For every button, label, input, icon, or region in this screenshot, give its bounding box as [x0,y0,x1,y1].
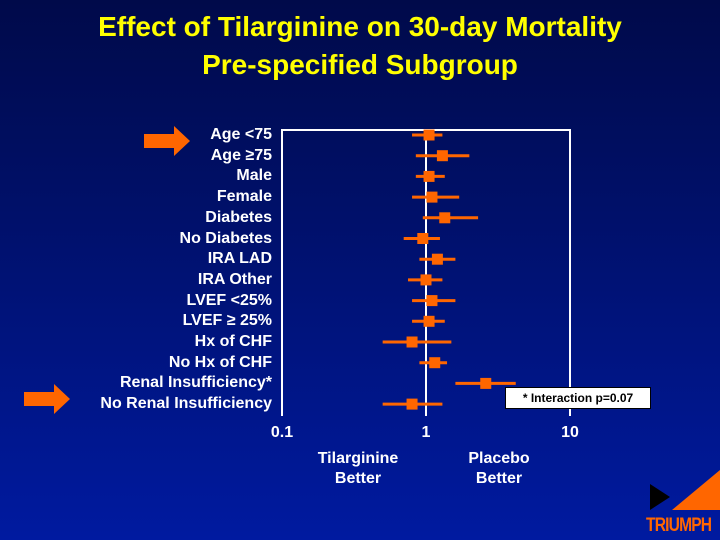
point-estimate [417,233,429,244]
point-estimate [431,253,443,265]
placebo-better-label: Placebo Better [468,449,529,489]
point-estimate [426,191,438,203]
subgroup-label: Age ≥75 [210,146,272,164]
subgroup-label: Renal Insufficiency* [119,374,272,392]
point-estimate [480,377,492,389]
point-estimate [429,357,441,369]
subgroup-label: IRA LAD [207,250,272,268]
chart-subtitle: Pre-specified Subgroup [202,49,518,80]
chart-title: Effect of Tilarginine on 30-day Mortalit… [98,11,622,42]
point-estimate [426,295,438,307]
point-estimate [406,398,418,410]
subgroup-label: Diabetes [205,208,272,226]
subgroup-label: Female [216,188,272,206]
subgroup-label: Male [236,167,272,185]
x-tick-label: 0.1 [270,424,294,441]
x-tick-label: 10 [561,424,579,441]
interaction-annotation: * Interaction p=0.07 [505,387,651,409]
point-estimate [420,274,432,286]
subgroup-label: No Renal Insufficiency [100,395,272,413]
tilarginine-better-line1: Tilarginine [317,450,399,467]
triumph-logo-icon [650,470,720,510]
point-estimate [439,212,451,224]
point-estimate [423,129,435,141]
subgroup-label: No Hx of CHF [168,353,272,371]
point-estimate [423,315,435,327]
subgroup-label: No Diabetes [179,229,272,247]
triumph-logo-text: TRIUMPH [646,515,712,536]
highlight-arrow-icon [144,126,190,156]
tilarginine-better-line2: Better [334,470,382,487]
placebo-better-line2: Better [475,470,523,487]
placebo-better-line1: Placebo [468,450,530,467]
subgroup-label: Age <75 [210,126,272,143]
point-estimate [423,170,435,182]
point-estimate [436,150,448,162]
tilarginine-better-label: Tilarginine Better [318,449,399,489]
x-tick-label: 1 [421,424,431,441]
subgroup-label: Hx of CHF [194,333,272,350]
subgroup-label: LVEF <25% [186,291,272,309]
subgroup-label: IRA Other [197,270,272,288]
subgroup-label: LVEF ≥ 25% [182,312,272,330]
point-estimate [406,336,418,348]
highlight-arrow-icon [24,384,70,414]
